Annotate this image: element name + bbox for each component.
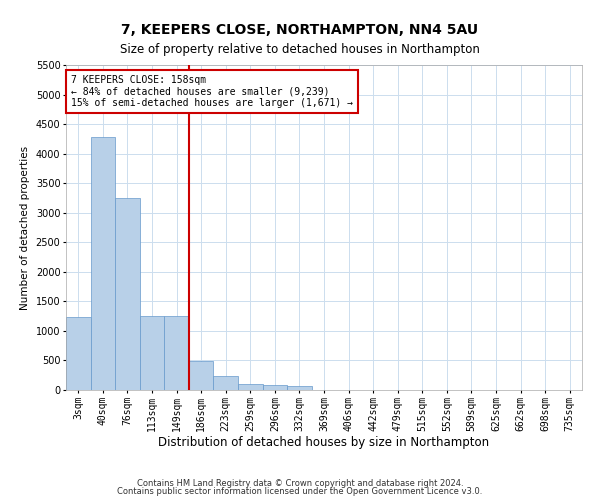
Bar (91, 137, 115, 390)
Bar (214, 376, 238, 390)
Bar (164, 316, 189, 390)
Bar (238, 384, 263, 390)
X-axis label: Distribution of detached houses by size in Northampton: Distribution of detached houses by size … (158, 436, 490, 450)
Text: 7 KEEPERS CLOSE: 158sqm
← 84% of detached houses are smaller (9,239)
15% of semi: 7 KEEPERS CLOSE: 158sqm ← 84% of detache… (71, 74, 353, 108)
Bar (66, 318, 91, 390)
Bar (189, 361, 214, 390)
Bar (140, 316, 164, 390)
Text: Contains public sector information licensed under the Open Government Licence v3: Contains public sector information licen… (118, 487, 482, 496)
Text: Contains HM Land Registry data © Crown copyright and database right 2024.: Contains HM Land Registry data © Crown c… (137, 478, 463, 488)
Bar (263, 386, 287, 390)
Bar (287, 386, 312, 390)
Text: 7, KEEPERS CLOSE, NORTHAMPTON, NN4 5AU: 7, KEEPERS CLOSE, NORTHAMPTON, NN4 5AU (121, 22, 479, 36)
Y-axis label: Number of detached properties: Number of detached properties (20, 146, 30, 310)
Text: Size of property relative to detached houses in Northampton: Size of property relative to detached ho… (120, 42, 480, 56)
Bar (115, 198, 140, 390)
